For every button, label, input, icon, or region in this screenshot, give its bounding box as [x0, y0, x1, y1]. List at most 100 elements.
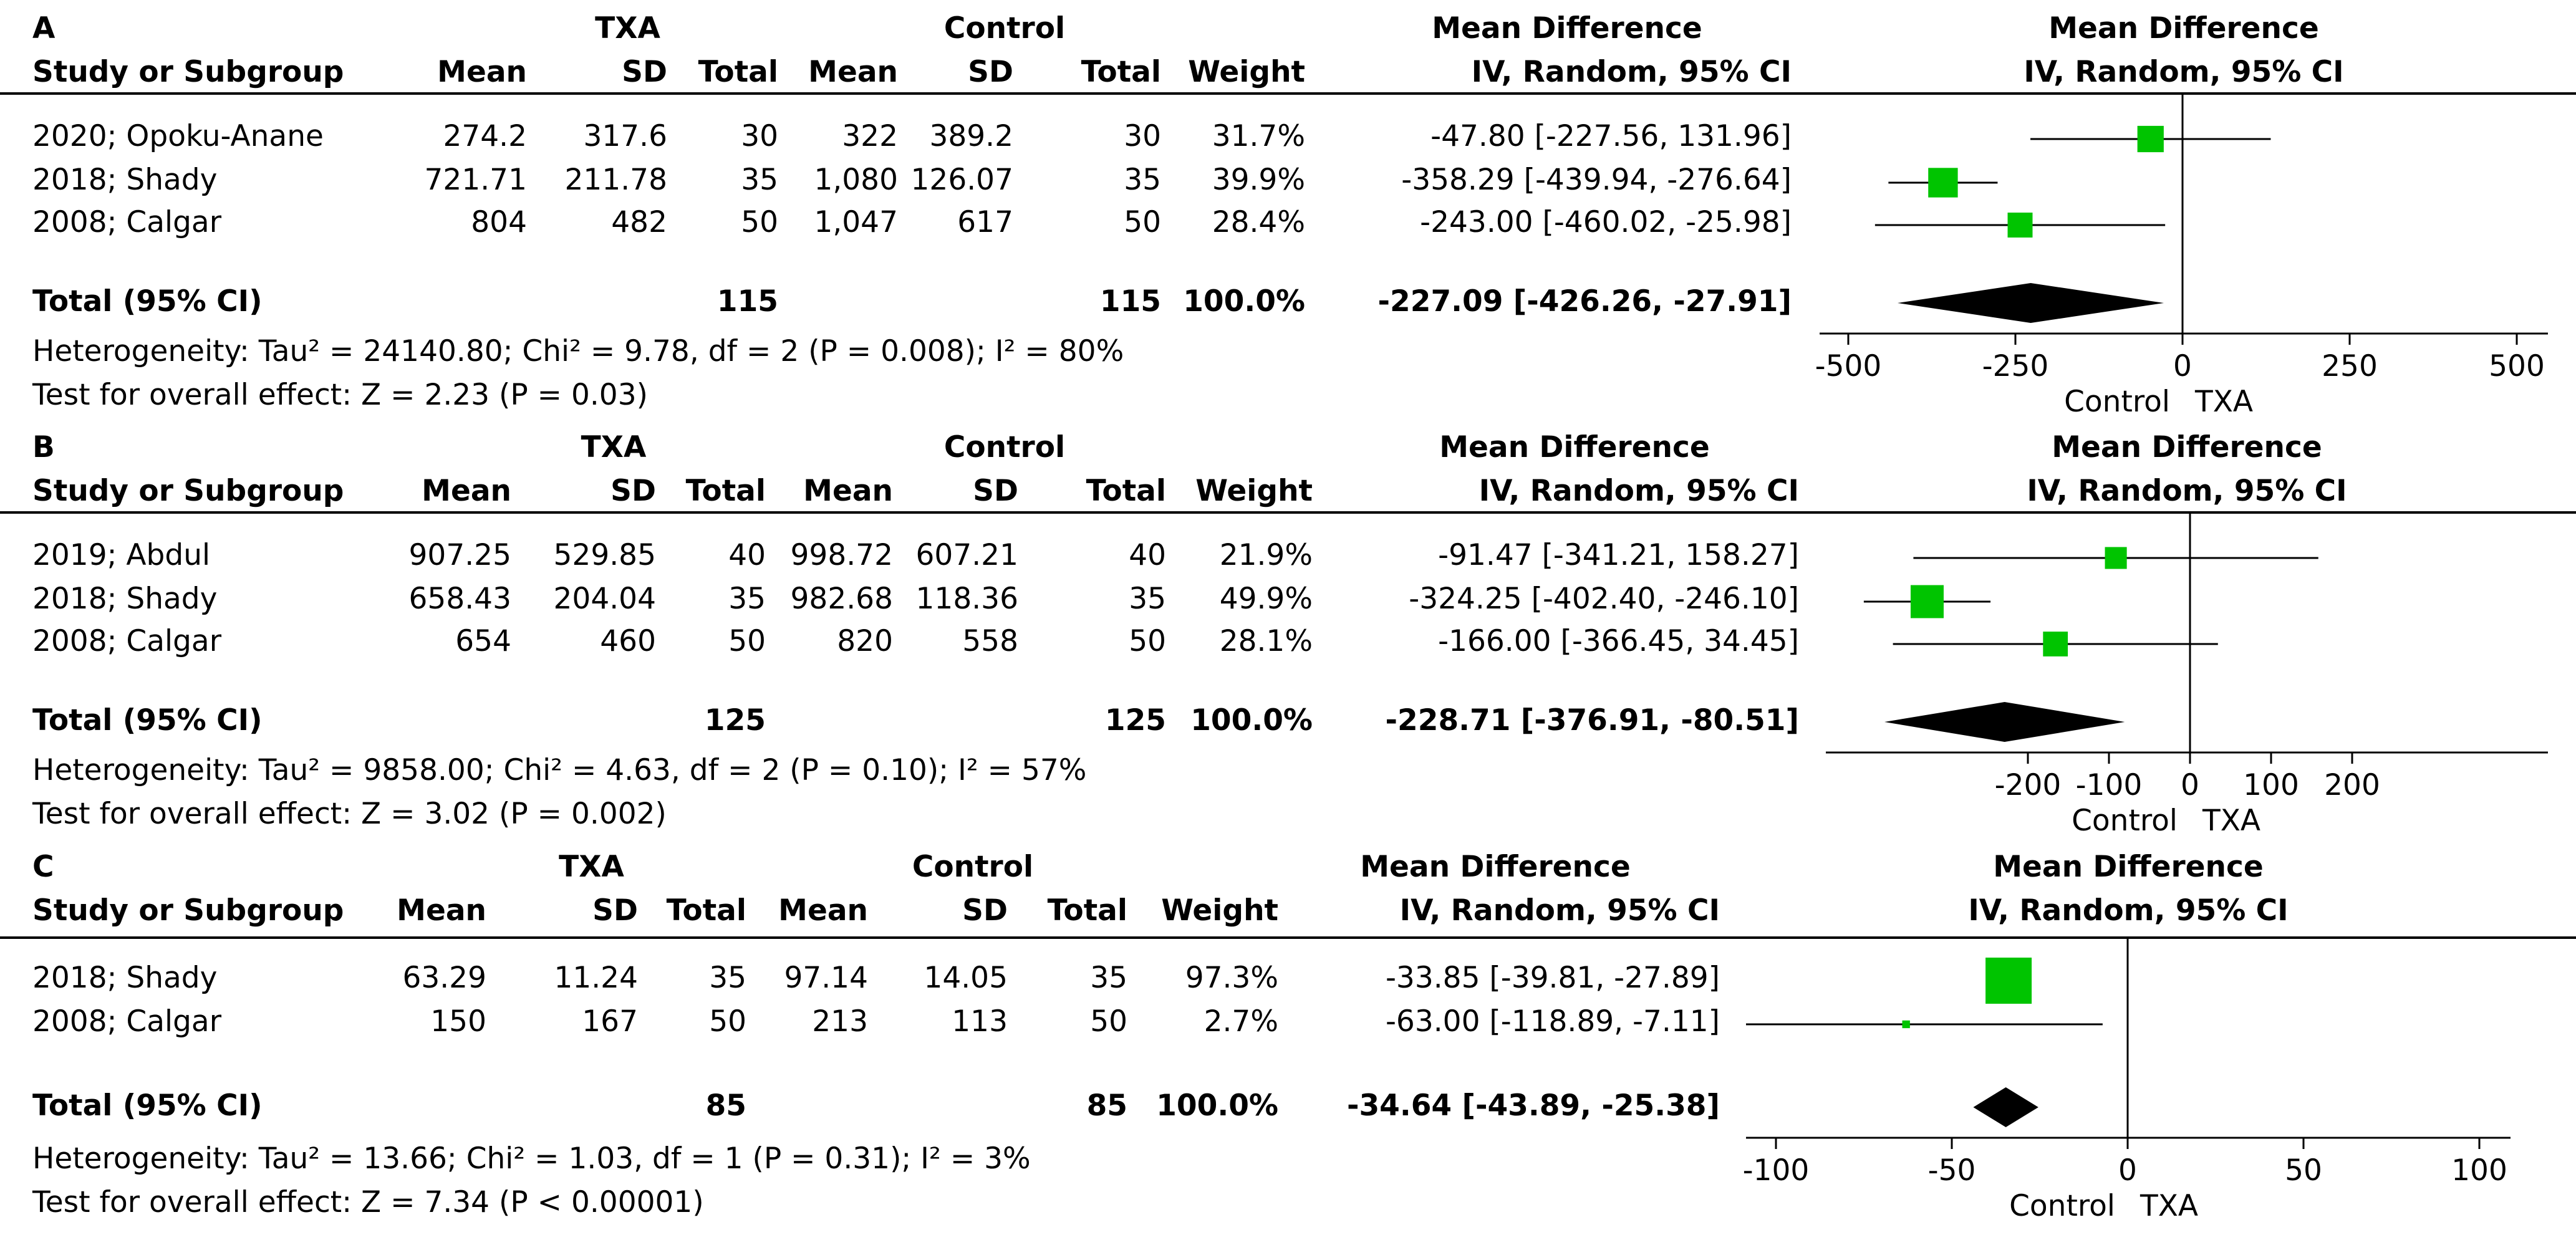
group-header-treatment: TXA: [559, 850, 624, 884]
col-header-study: Study or Subgroup: [32, 55, 344, 89]
group-header-effect: Mean Difference: [1360, 850, 1631, 884]
x-tick-label: 100: [2243, 768, 2299, 802]
heterogeneity-stats: Heterogeneity: Tau² = 13.66; Chi² = 1.03…: [32, 1142, 1031, 1176]
total-label: Total (95% CI): [32, 284, 263, 319]
study-sd: 482: [611, 205, 667, 239]
panel-label: C: [32, 850, 54, 884]
axis-label-txa: TXA: [2194, 385, 2253, 419]
study-total: 40: [728, 538, 766, 572]
study-c-sd: 14.05: [924, 961, 1008, 995]
forest-plot-b: -200 -100 0 100 200 Control TXA: [1826, 512, 2548, 838]
col-header-weight: Weight: [1161, 893, 1278, 928]
study-weight: 21.9%: [1219, 538, 1313, 572]
study-total: 30: [741, 119, 778, 153]
group-header-plot: Mean Difference: [1993, 850, 2264, 884]
col-header-mean: Mean: [397, 893, 486, 928]
study-total: 35: [741, 163, 778, 197]
x-tick-label: -500: [1815, 349, 1882, 383]
total-n-control: 85: [1086, 1089, 1127, 1123]
study-weight: 97.3%: [1185, 961, 1278, 995]
axis-label-txa: TXA: [2202, 804, 2260, 838]
col-header-c-total: Total: [1081, 55, 1161, 89]
total-weight: 100.0%: [1183, 284, 1305, 319]
pooled-diamond: [1884, 702, 2125, 742]
study-sd: 204.04: [553, 582, 656, 616]
table-header-rule: [0, 936, 2576, 939]
overall-effect-test: Test for overall effect: Z = 2.23 (P = 0…: [32, 378, 648, 412]
total-ci: -228.71 [-376.91, -80.51]: [1385, 703, 1799, 738]
x-tick-label: 200: [2324, 768, 2380, 802]
study-marker: [1985, 958, 2032, 1004]
study-total: 50: [728, 624, 766, 658]
study-sd: 167: [582, 1004, 638, 1039]
study-name: 2020; Opoku-Anane: [32, 119, 324, 153]
study-ci: -33.85 [-39.81, -27.89]: [1385, 961, 1720, 995]
heterogeneity-stats: Heterogeneity: Tau² = 9858.00; Chi² = 4.…: [32, 753, 1087, 787]
pooled-diamond: [1973, 1087, 2038, 1127]
table-header-rule: [0, 92, 2576, 95]
group-header-effect: Mean Difference: [1439, 430, 1710, 464]
study-c-total: 35: [1129, 582, 1166, 616]
study-c-mean: 982.68: [790, 582, 893, 616]
study-c-mean: 322: [842, 119, 898, 153]
study-total: 35: [709, 961, 746, 995]
total-weight: 100.0%: [1156, 1089, 1278, 1123]
col-header-sd: SD: [622, 55, 667, 89]
forest-plot-c: -100 -50 0 50 100 Control TXA: [1743, 938, 2511, 1223]
study-weight: 49.9%: [1219, 582, 1313, 616]
study-c-mean: 998.72: [790, 538, 893, 572]
col-header-c-sd: SD: [962, 893, 1008, 928]
group-header-effect: Mean Difference: [1432, 11, 1702, 46]
panel-b: B TXA Control Mean Difference Mean Differenc…: [0, 419, 2576, 838]
col-header-total: Total: [685, 474, 766, 508]
study-marker: [1928, 168, 1958, 198]
total-label: Total (95% CI): [32, 703, 263, 738]
study-c-sd: 389.2: [929, 119, 1013, 153]
group-header-control: Control: [912, 850, 1034, 884]
panel-a: A TXA Control Mean Difference Mean Differenc…: [0, 0, 2576, 419]
study-marker: [2043, 632, 2068, 656]
total-ci: -34.64 [-43.89, -25.38]: [1346, 1089, 1720, 1123]
study-mean: 654: [455, 624, 511, 658]
study-name: 2018; Shady: [32, 163, 218, 197]
study-mean: 150: [430, 1004, 486, 1039]
study-c-sd: 607.21: [915, 538, 1018, 572]
axis-label-control: Control: [2072, 804, 2178, 838]
total-weight: 100.0%: [1190, 703, 1313, 738]
axis-label-control: Control: [2009, 1189, 2115, 1223]
study-c-sd: 126.07: [910, 163, 1013, 197]
total-n-treatment: 115: [716, 284, 778, 319]
study-c-total: 40: [1129, 538, 1166, 572]
col-header-effect: IV, Random, 95% CI: [1399, 893, 1720, 928]
study-ci: -358.29 [-439.94, -276.64]: [1401, 163, 1792, 197]
study-c-total: 50: [1124, 205, 1161, 239]
overall-effect-test: Test for overall effect: Z = 3.02 (P = 0…: [32, 797, 667, 831]
study-mean: 274.2: [443, 119, 527, 153]
study-c-mean: 1,047: [814, 205, 898, 239]
col-header-c-sd: SD: [968, 55, 1013, 89]
x-tick-label: -200: [1995, 768, 2062, 802]
panel-label: B: [32, 430, 55, 464]
col-header-study: Study or Subgroup: [32, 474, 344, 508]
axis-label-txa: TXA: [2139, 1189, 2198, 1223]
col-header-sd: SD: [610, 474, 656, 508]
study-mean: 721.71: [424, 163, 527, 197]
col-header-c-total: Total: [1047, 893, 1127, 928]
x-tick-label: -100: [2076, 768, 2143, 802]
study-marker: [2137, 125, 2164, 153]
study-weight: 39.9%: [1212, 163, 1305, 197]
col-header-weight: Weight: [1195, 474, 1313, 508]
total-n-treatment: 125: [704, 703, 766, 738]
study-name: 2018; Shady: [32, 582, 218, 616]
study-marker: [1910, 585, 1944, 618]
col-header-c-mean: Mean: [778, 893, 868, 928]
heterogeneity-stats: Heterogeneity: Tau² = 24140.80; Chi² = 9…: [32, 334, 1124, 368]
group-header-plot: Mean Difference: [2048, 11, 2319, 46]
study-mean: 907.25: [408, 538, 511, 572]
x-tick-label: 0: [2173, 349, 2192, 383]
total-label: Total (95% CI): [32, 1089, 263, 1123]
study-c-sd: 558: [962, 624, 1018, 658]
total-ci: -227.09 [-426.26, -27.91]: [1377, 284, 1792, 319]
study-c-mean: 97.14: [784, 961, 868, 995]
x-tick-label: 500: [2489, 349, 2545, 383]
